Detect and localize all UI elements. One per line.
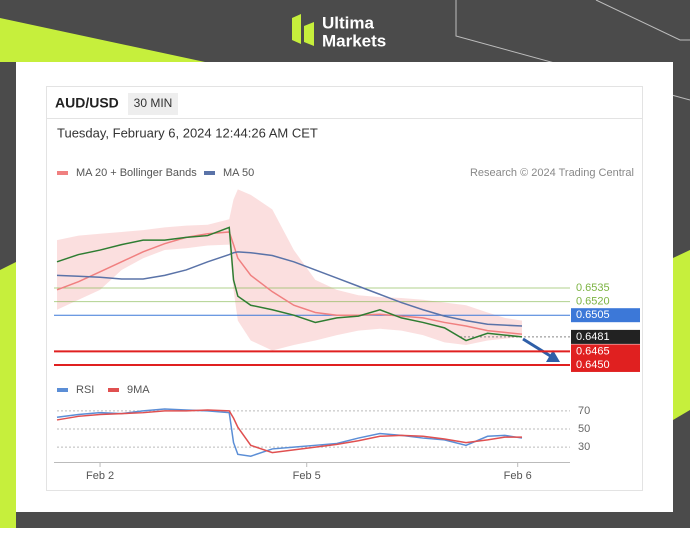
legend-label: MA 50 [223, 167, 254, 179]
legend-marker [57, 171, 68, 175]
bollinger-band [57, 189, 522, 351]
level-box [571, 344, 640, 359]
brand: Ultima [322, 13, 375, 32]
y-tick-label: 30 [578, 441, 590, 453]
decor [0, 262, 16, 528]
arrowhead [546, 350, 560, 362]
legend-marker [108, 388, 119, 392]
level-label: 0.6520 [576, 296, 610, 308]
level-label: 0.6481 [576, 331, 610, 343]
x-tick-label: Feb 2 [86, 470, 114, 482]
logo-icon [304, 22, 314, 46]
level-label: 0.6465 [576, 345, 610, 357]
y-tick-label: 70 [578, 405, 590, 417]
level-label: 0.6505 [576, 309, 610, 321]
interval-box [128, 93, 178, 115]
level-box [571, 308, 640, 323]
decor [673, 250, 690, 420]
legend-label: 9MA [127, 384, 150, 396]
logo: Ultima Markets [292, 13, 386, 50]
series-line [56, 251, 523, 327]
level-box [571, 329, 640, 344]
interval: 30 MIN [134, 96, 173, 110]
y-tick-label: 50 [578, 423, 590, 435]
arrow [522, 337, 553, 359]
logo-icon [292, 14, 301, 44]
legend-marker [204, 171, 215, 175]
series-line [56, 408, 523, 457]
x-tick-label: Feb 6 [504, 470, 532, 482]
legend-label: RSI [76, 384, 94, 396]
level-box [571, 357, 640, 372]
decor [0, 18, 205, 62]
level-label: 0.6535 [576, 282, 610, 294]
brand: Markets [322, 31, 386, 50]
decor [595, 0, 690, 41]
legend-marker [57, 388, 68, 392]
symbol: AUD/USD [55, 95, 119, 111]
series-line [56, 226, 523, 342]
level-label: 0.6450 [576, 359, 610, 371]
source: Research © 2024 Trading Central [470, 167, 634, 179]
series-line [56, 409, 522, 454]
series-line [56, 231, 523, 335]
legend-label: MA 20 + Bollinger Bands [76, 167, 197, 179]
x-tick-label: Feb 5 [293, 470, 321, 482]
timestamp: Tuesday, February 6, 2024 12:44:26 AM CE… [57, 125, 318, 140]
